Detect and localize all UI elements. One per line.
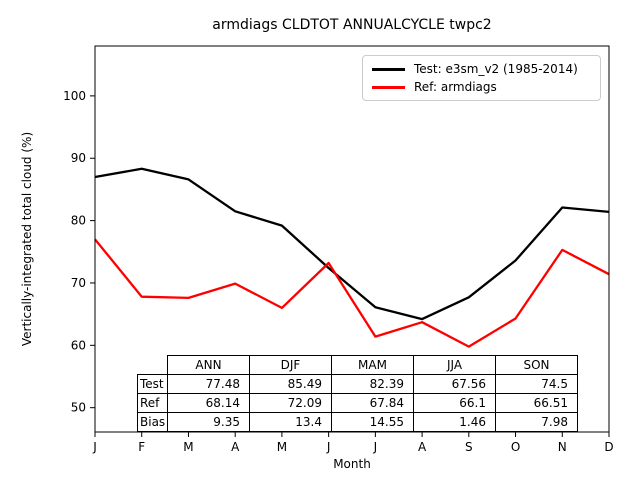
table-value-cell: 14.55	[331, 412, 414, 432]
table-value-cell: 85.49	[249, 374, 332, 394]
x-tick-label: M	[183, 440, 193, 454]
legend-item-test: Test: e3sm_v2 (1985-2014)	[372, 62, 591, 77]
x-tick-label: A	[231, 440, 240, 454]
y-tick-label: 80	[71, 214, 86, 228]
x-tick-label: N	[558, 440, 567, 454]
legend-label-test: Test: e3sm_v2 (1985-2014)	[414, 61, 578, 76]
table-row: Ref 68.14 72.09 67.84 66.1 66.51	[137, 393, 578, 413]
table-row-label: Bias	[137, 412, 168, 432]
table-corner-cell	[138, 356, 168, 375]
table-column-header: MAM	[331, 355, 414, 375]
y-tick-label: 70	[71, 276, 86, 290]
table-column-header: DJF	[249, 355, 332, 375]
ref-line-sample-icon	[372, 85, 405, 89]
table-value-cell: 9.35	[167, 412, 250, 432]
chart-title: armdiags CLDTOT ANNUALCYCLE twpc2	[212, 17, 492, 33]
table-column-header: ANN	[167, 355, 250, 375]
x-tick-label: J	[326, 440, 331, 454]
y-axis-label: Vertically-integrated total cloud (%)	[20, 131, 34, 347]
table-value-cell: 13.4	[249, 412, 332, 432]
stats-table: ANN DJF MAM JJA SON Test 77.48 85.49 82.39 67.56 7…	[137, 355, 578, 432]
table-value-cell: 72.09	[249, 393, 332, 413]
axes-frame	[94, 45, 610, 433]
table-value-cell: 77.48	[167, 374, 250, 394]
y-tick-label: 50	[71, 401, 86, 415]
legend-label-ref: Ref: armdiags	[414, 79, 497, 94]
table-value-cell: 82.39	[331, 374, 414, 394]
table-value-cell: 67.84	[331, 393, 414, 413]
x-tick-label: F	[138, 440, 145, 454]
x-axis-label: Month	[333, 457, 371, 471]
legend-item-ref: Ref: armdiags	[372, 80, 591, 95]
table-value-cell: 7.98	[495, 412, 578, 432]
y-tick-label: 100	[63, 89, 86, 103]
table-value-cell: 1.46	[413, 412, 496, 432]
table-row-label: Ref	[137, 393, 168, 413]
table-row: Test 77.48 85.49 82.39 67.56 74.5	[137, 374, 578, 394]
x-tick-label: S	[465, 440, 473, 454]
y-tick-label: 60	[71, 338, 86, 352]
x-tick-label: D	[604, 440, 613, 454]
series-line-0	[94, 167, 610, 321]
table-value-cell: 74.5	[495, 374, 578, 394]
y-tick-label: 90	[71, 151, 86, 165]
test-line-sample-icon	[372, 67, 405, 71]
x-tick-label: M	[277, 440, 287, 454]
table-column-header: JJA	[413, 355, 496, 375]
stats-table-grid: ANN DJF MAM JJA SON Test 77.48 85.49 82.39 67.56 7…	[137, 355, 578, 432]
x-tick-label: J	[373, 440, 378, 454]
table-row-label: Test	[137, 374, 168, 394]
x-tick-label: O	[511, 440, 520, 454]
x-tick-label: J	[92, 440, 97, 454]
table-value-cell: 66.1	[413, 393, 496, 413]
table-value-cell: 67.56	[413, 374, 496, 394]
series-line-1	[94, 238, 610, 348]
table-value-cell: 66.51	[495, 393, 578, 413]
table-column-header: SON	[495, 355, 578, 375]
legend: Test: e3sm_v2 (1985-2014) Ref: armdiags	[362, 55, 601, 101]
table-row: Bias 9.35 13.4 14.55 1.46 7.98	[137, 412, 578, 432]
table-value-cell: 68.14	[167, 393, 250, 413]
x-tick-label: A	[418, 440, 427, 454]
